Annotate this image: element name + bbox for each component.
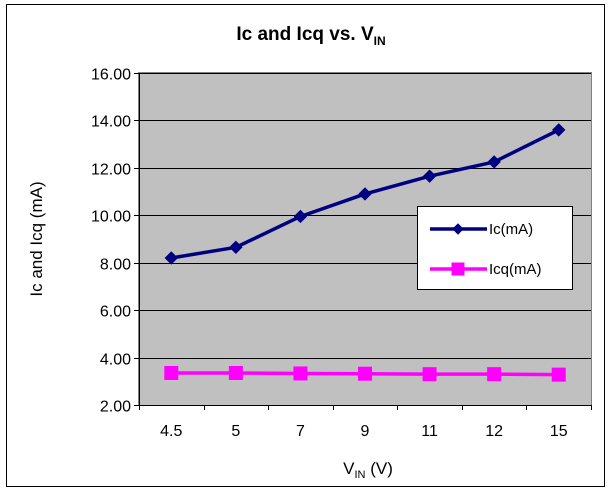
x-axis-label: VIN (V): [343, 459, 393, 481]
legend-marker-ic-ma: [452, 223, 464, 235]
data-point-ic-ma: [487, 155, 501, 169]
data-point-icq-ma: [358, 366, 372, 381]
x-tick-label: 12: [485, 423, 503, 440]
y-tick-label: 4.00: [100, 352, 131, 369]
legend: Ic(mA) Icq(mA): [417, 206, 573, 290]
data-point-ic-ma: [358, 187, 372, 201]
data-point-icq-ma: [422, 367, 437, 382]
y-tick-label: 16.00: [91, 67, 131, 84]
y-tick-label: 8.00: [100, 257, 131, 274]
x-axis-label-sub: IN: [354, 469, 365, 481]
legend-label-icq-ma: Icq(mA): [489, 261, 542, 278]
data-point-ic-ma: [229, 240, 243, 255]
y-tick-labels: 2.00 4.00 6.00 8.00 10.00 12.00 14.00 16.00: [91, 67, 131, 416]
y-tick-label: 6.00: [100, 304, 131, 321]
legend-label-ic-ma: Ic(mA): [489, 221, 533, 238]
series: [164, 123, 566, 382]
data-point-ic-ma: [422, 169, 437, 183]
data-point-ic-ma: [293, 209, 308, 224]
y-tick-label: 14.00: [91, 114, 131, 131]
x-axis-label-main: V: [343, 459, 355, 478]
y-tick-label: 10.00: [91, 209, 131, 226]
axes: [134, 73, 592, 410]
data-point-icq-ma: [551, 367, 566, 382]
legend-marker-icq-ma: [451, 262, 465, 276]
x-tick-label: 7: [296, 423, 305, 440]
chart-title: Ic and Icq vs. VIN: [236, 24, 385, 48]
data-point-icq-ma: [487, 367, 502, 382]
x-axis-label-rest: (V): [365, 459, 392, 478]
x-tick-label: 9: [361, 423, 370, 440]
x-tick-label: 4.5: [160, 423, 182, 440]
data-point-icq-ma: [164, 365, 179, 380]
x-tick-labels: 4.5 5 7 9 11 12 15: [160, 423, 568, 440]
data-point-icq-ma: [228, 365, 243, 380]
chart-title-sub: IN: [374, 34, 386, 48]
y-axis-label: Ic and Icq (mA): [27, 181, 46, 296]
chart-title-main: Ic and Icq vs. V: [236, 24, 374, 45]
y-tick-label: 2.00: [100, 399, 131, 416]
legend-items: Ic(mA) Icq(mA): [430, 221, 542, 278]
x-tick-label: 15: [550, 423, 568, 440]
x-tick-label: 11: [421, 423, 438, 440]
data-point-icq-ma: [293, 366, 308, 381]
legend-box: [417, 206, 573, 290]
data-point-ic-ma: [552, 123, 566, 137]
x-tick-label: 5: [231, 423, 240, 440]
y-tick-label: 12.00: [91, 162, 131, 179]
data-point-ic-ma: [164, 251, 178, 265]
